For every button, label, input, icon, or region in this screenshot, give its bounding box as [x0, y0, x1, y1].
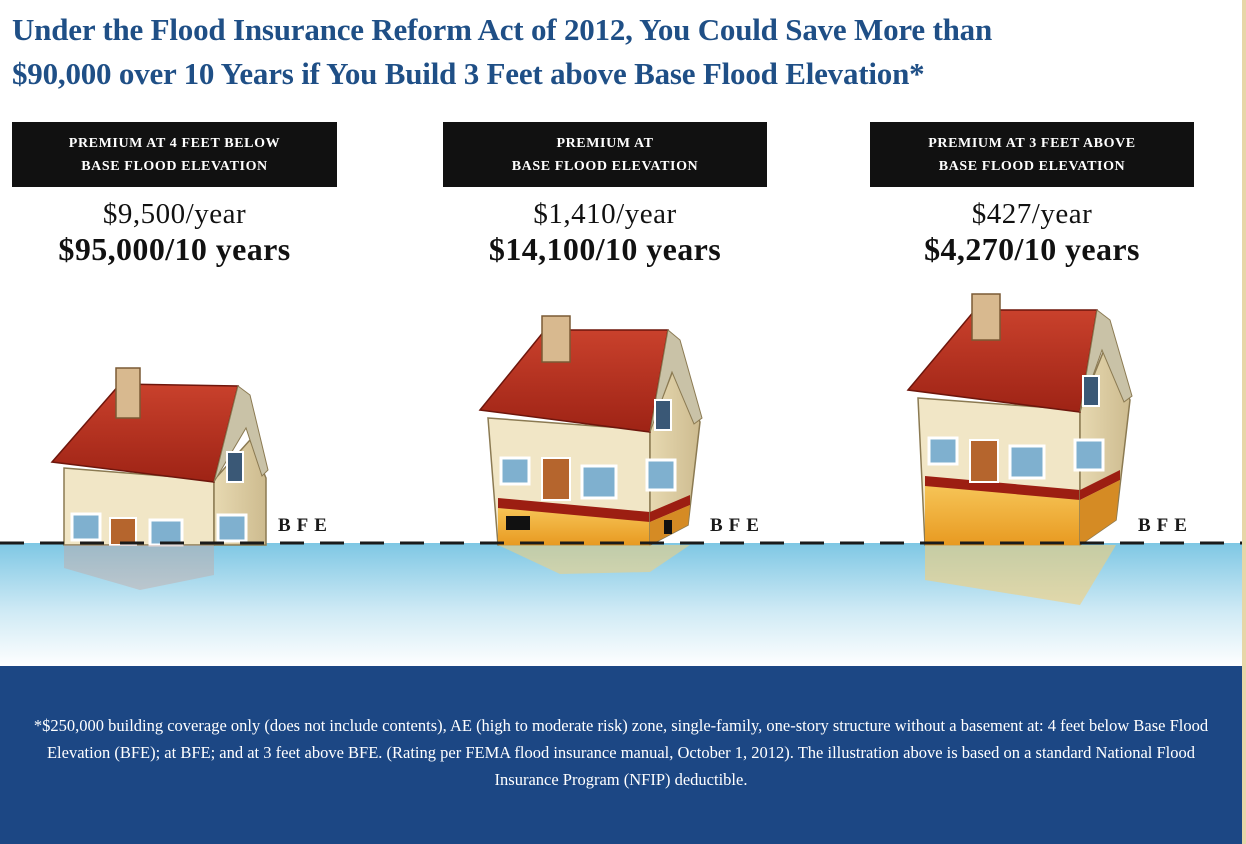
premium-per-decade: $14,100/10 years — [488, 231, 722, 267]
footnote-text: *$250,000 building coverage only (does n… — [33, 716, 1209, 789]
page-title: Under the Flood Insurance Reform Act of … — [12, 8, 1238, 96]
flood-illustration — [0, 270, 1242, 670]
title-line-1: Under the Flood Insurance Reform Act of … — [12, 12, 992, 47]
premium-label-line-1: PREMIUM AT 4 FEET BELOW — [68, 135, 281, 151]
premium-label-box: PREMIUM AT 3 FEET ABOVE BASE FLOOD ELEVA… — [870, 122, 1194, 187]
bfe-label: BFE — [1136, 515, 1195, 537]
premium-label-line-2: BASE FLOOD ELEVATION — [938, 158, 1126, 174]
house-3ft-above — [906, 293, 1133, 605]
premium-per-decade: $95,000/10 years — [58, 231, 291, 267]
premium-column-4ft-below: PREMIUM AT 4 FEET BELOW BASE FLOOD ELEVA… — [12, 122, 337, 267]
premium-label-line-1: PREMIUM AT — [556, 135, 654, 151]
premium-per-decade: $4,270/10 years — [924, 231, 1140, 267]
house-4ft-below — [50, 367, 269, 590]
title-line-2: $90,000 over 10 Years if You Build 3 Fee… — [12, 56, 925, 91]
right-edge-border — [1242, 0, 1246, 844]
premium-label-line-2: BASE FLOOD ELEVATION — [81, 158, 268, 174]
house-at-bfe — [478, 315, 703, 574]
premium-per-year: $1,410/year — [533, 198, 677, 230]
premium-per-year: $427/year — [971, 198, 1093, 230]
premium-label-box: PREMIUM AT 4 FEET BELOW BASE FLOOD ELEVA… — [12, 122, 337, 187]
premium-label-box: PREMIUM AT BASE FLOOD ELEVATION — [443, 122, 767, 187]
premium-label-line-1: PREMIUM AT 3 FEET ABOVE — [928, 135, 1136, 151]
premium-label-line-2: BASE FLOOD ELEVATION — [511, 158, 699, 174]
flood-scene-svg — [0, 293, 1242, 667]
premium-per-year: $9,500/year — [102, 198, 247, 230]
premium-column-at-bfe: PREMIUM AT BASE FLOOD ELEVATION $1,410/y… — [443, 122, 767, 267]
premium-column-3ft-above: PREMIUM AT 3 FEET ABOVE BASE FLOOD ELEVA… — [870, 122, 1194, 267]
bfe-label: BFE — [276, 515, 335, 537]
footnote-panel — [0, 666, 1242, 844]
bfe-label: BFE — [708, 515, 767, 537]
